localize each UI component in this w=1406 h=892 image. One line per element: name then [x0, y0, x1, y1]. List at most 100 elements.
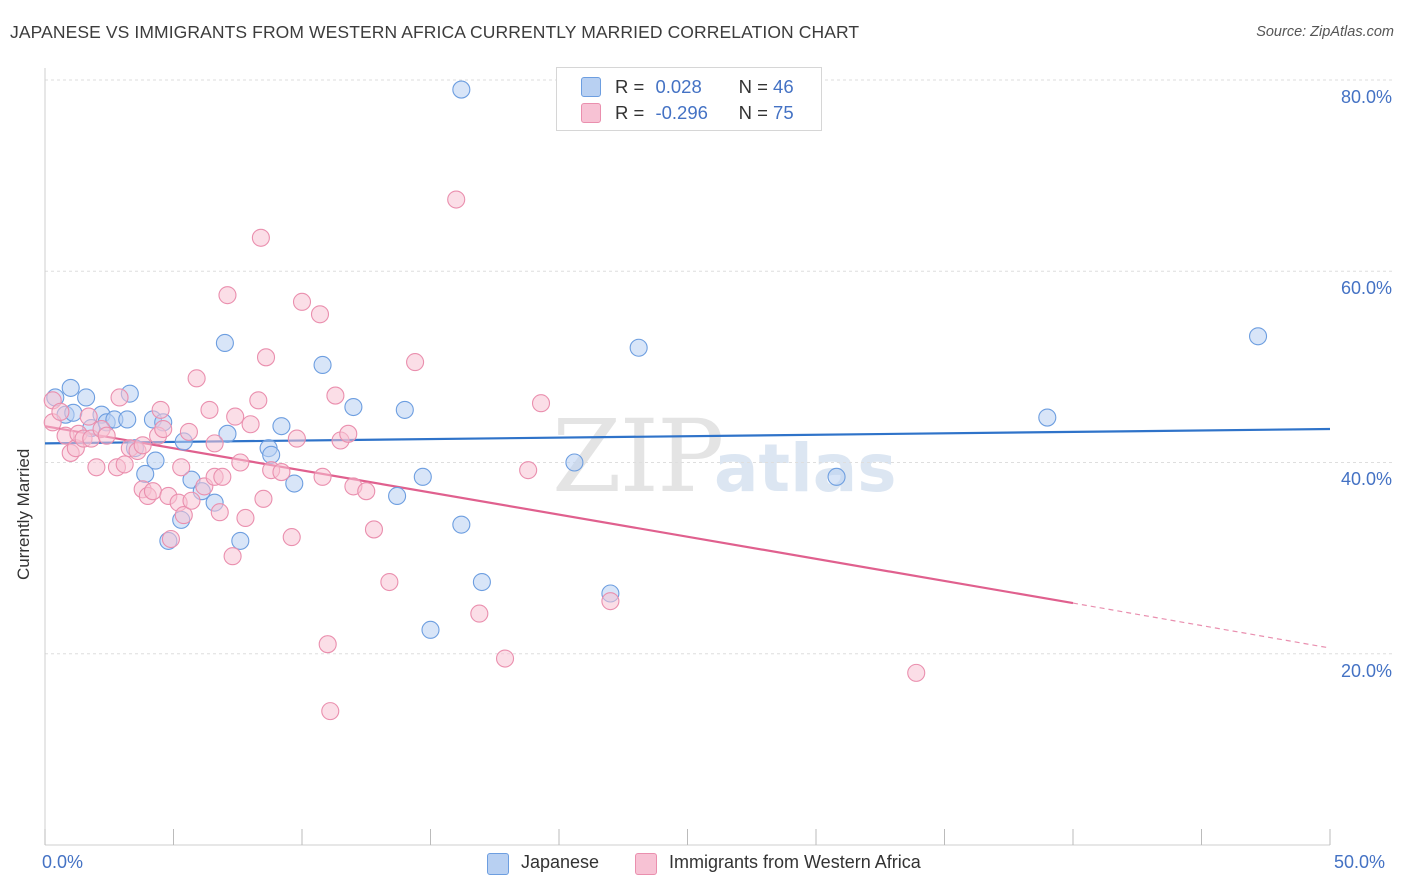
bottom-legend-swatch-pink [635, 853, 657, 875]
data-point-western-africa [321, 702, 340, 721]
data-point-japanese [1038, 408, 1057, 427]
data-point-western-africa [172, 458, 191, 477]
data-point-western-africa [115, 455, 134, 474]
data-point-western-africa [226, 407, 245, 426]
data-point-japanese [272, 417, 291, 436]
legend-r-label: R = [615, 102, 645, 123]
x-tick-label-max: 50.0% [1334, 852, 1386, 872]
data-point-western-africa [282, 528, 301, 547]
data-point-japanese [565, 453, 584, 472]
data-point-western-africa [470, 604, 489, 623]
data-point-western-africa [174, 506, 193, 525]
data-point-western-africa [907, 663, 926, 682]
legend-n-label: N = [738, 76, 768, 97]
data-point-japanese [452, 80, 471, 99]
data-point-western-africa [254, 489, 273, 508]
data-point-western-africa [87, 458, 106, 477]
data-point-western-africa [326, 386, 345, 405]
data-point-western-africa [292, 292, 312, 311]
y-tick-label-40: 40.0% [1340, 469, 1392, 489]
data-point-japanese [146, 451, 165, 470]
data-point-western-africa [182, 491, 201, 510]
trend-line-extension-western-africa [1072, 602, 1331, 649]
data-point-japanese [388, 486, 407, 506]
data-point-japanese [61, 378, 80, 397]
data-point-western-africa [357, 482, 376, 501]
data-point-western-africa [218, 286, 237, 305]
legend-n-value: 75 [773, 102, 794, 123]
bottom-legend-label: Japanese [521, 852, 600, 872]
bottom-legend-swatch-blue [487, 853, 509, 875]
trend-lines [44, 425, 1331, 649]
data-point-western-africa [310, 305, 330, 324]
data-point-japanese [452, 515, 471, 534]
data-point-japanese [231, 531, 250, 550]
correlation-legend: R = 0.028 N = 46 R = -0.296 N = 75 [556, 67, 822, 131]
watermark-atlas: atlas [714, 430, 897, 507]
data-point-western-africa [154, 419, 173, 439]
data-point-western-africa [241, 415, 260, 434]
data-point-western-africa [519, 461, 538, 480]
data-point-japanese [629, 338, 648, 357]
data-point-western-africa [236, 508, 255, 528]
y-tick-label-20: 20.0% [1340, 661, 1392, 681]
data-point-japanese [395, 400, 414, 419]
data-point-japanese [215, 333, 234, 353]
data-point-western-africa [447, 190, 466, 209]
data-point-western-africa [601, 592, 620, 611]
data-point-western-africa [287, 429, 306, 448]
axes [44, 68, 1331, 846]
data-point-japanese [1248, 327, 1268, 346]
data-point-western-africa [231, 453, 250, 472]
data-point-japanese [285, 474, 304, 493]
data-point-western-africa [151, 400, 170, 419]
legend-swatch-blue [581, 77, 601, 97]
y-tick-label-60: 60.0% [1340, 278, 1392, 298]
data-point-western-africa [210, 503, 229, 522]
data-point-western-africa [205, 434, 224, 453]
legend-n-label: N = [738, 102, 768, 123]
data-point-western-africa [313, 467, 332, 486]
data-point-japanese [77, 388, 96, 407]
data-point-western-africa [79, 407, 98, 426]
data-point-western-africa [318, 635, 337, 654]
data-point-western-africa [161, 529, 180, 549]
data-point-western-africa [97, 426, 116, 445]
data-point-western-africa [143, 482, 162, 501]
data-point-western-africa [272, 463, 291, 482]
data-point-japanese [344, 397, 363, 417]
data-point-western-africa [223, 547, 242, 566]
data-point-western-africa [51, 402, 70, 421]
y-axis-label: Currently Married [14, 448, 33, 580]
trend-line-western-africa [44, 425, 1074, 605]
data-point-western-africa [380, 572, 399, 592]
data-point-western-africa [251, 228, 270, 247]
data-point-western-africa [179, 422, 198, 441]
data-point-japanese [472, 572, 491, 592]
grid-lines [45, 79, 1393, 655]
y-tick-label-80: 80.0% [1340, 87, 1392, 107]
data-points [43, 80, 1268, 721]
data-point-japanese [118, 410, 137, 429]
source-label: Source: ZipAtlas.com [1256, 24, 1394, 40]
data-point-western-africa [249, 391, 268, 410]
legend-r-value: 0.028 [655, 76, 702, 97]
data-point-japanese [421, 620, 440, 639]
trend-line-japanese [44, 427, 1331, 445]
data-point-japanese [218, 424, 237, 443]
data-point-western-africa [213, 467, 232, 486]
data-point-japanese [827, 467, 846, 486]
chart-title: JAPANESE VS IMMIGRANTS FROM WESTERN AFRI… [10, 22, 860, 42]
data-point-western-africa [364, 520, 384, 539]
data-point-western-africa [256, 348, 276, 367]
data-point-western-africa [531, 394, 551, 413]
data-point-japanese [262, 445, 281, 464]
data-point-japanese [413, 467, 432, 486]
data-point-western-africa [110, 388, 129, 407]
data-point-western-africa [339, 424, 358, 443]
data-point-western-africa [495, 649, 515, 668]
legend-r-label: R = [615, 76, 645, 97]
data-point-japanese [313, 355, 332, 375]
legend-swatch-pink [581, 103, 601, 123]
